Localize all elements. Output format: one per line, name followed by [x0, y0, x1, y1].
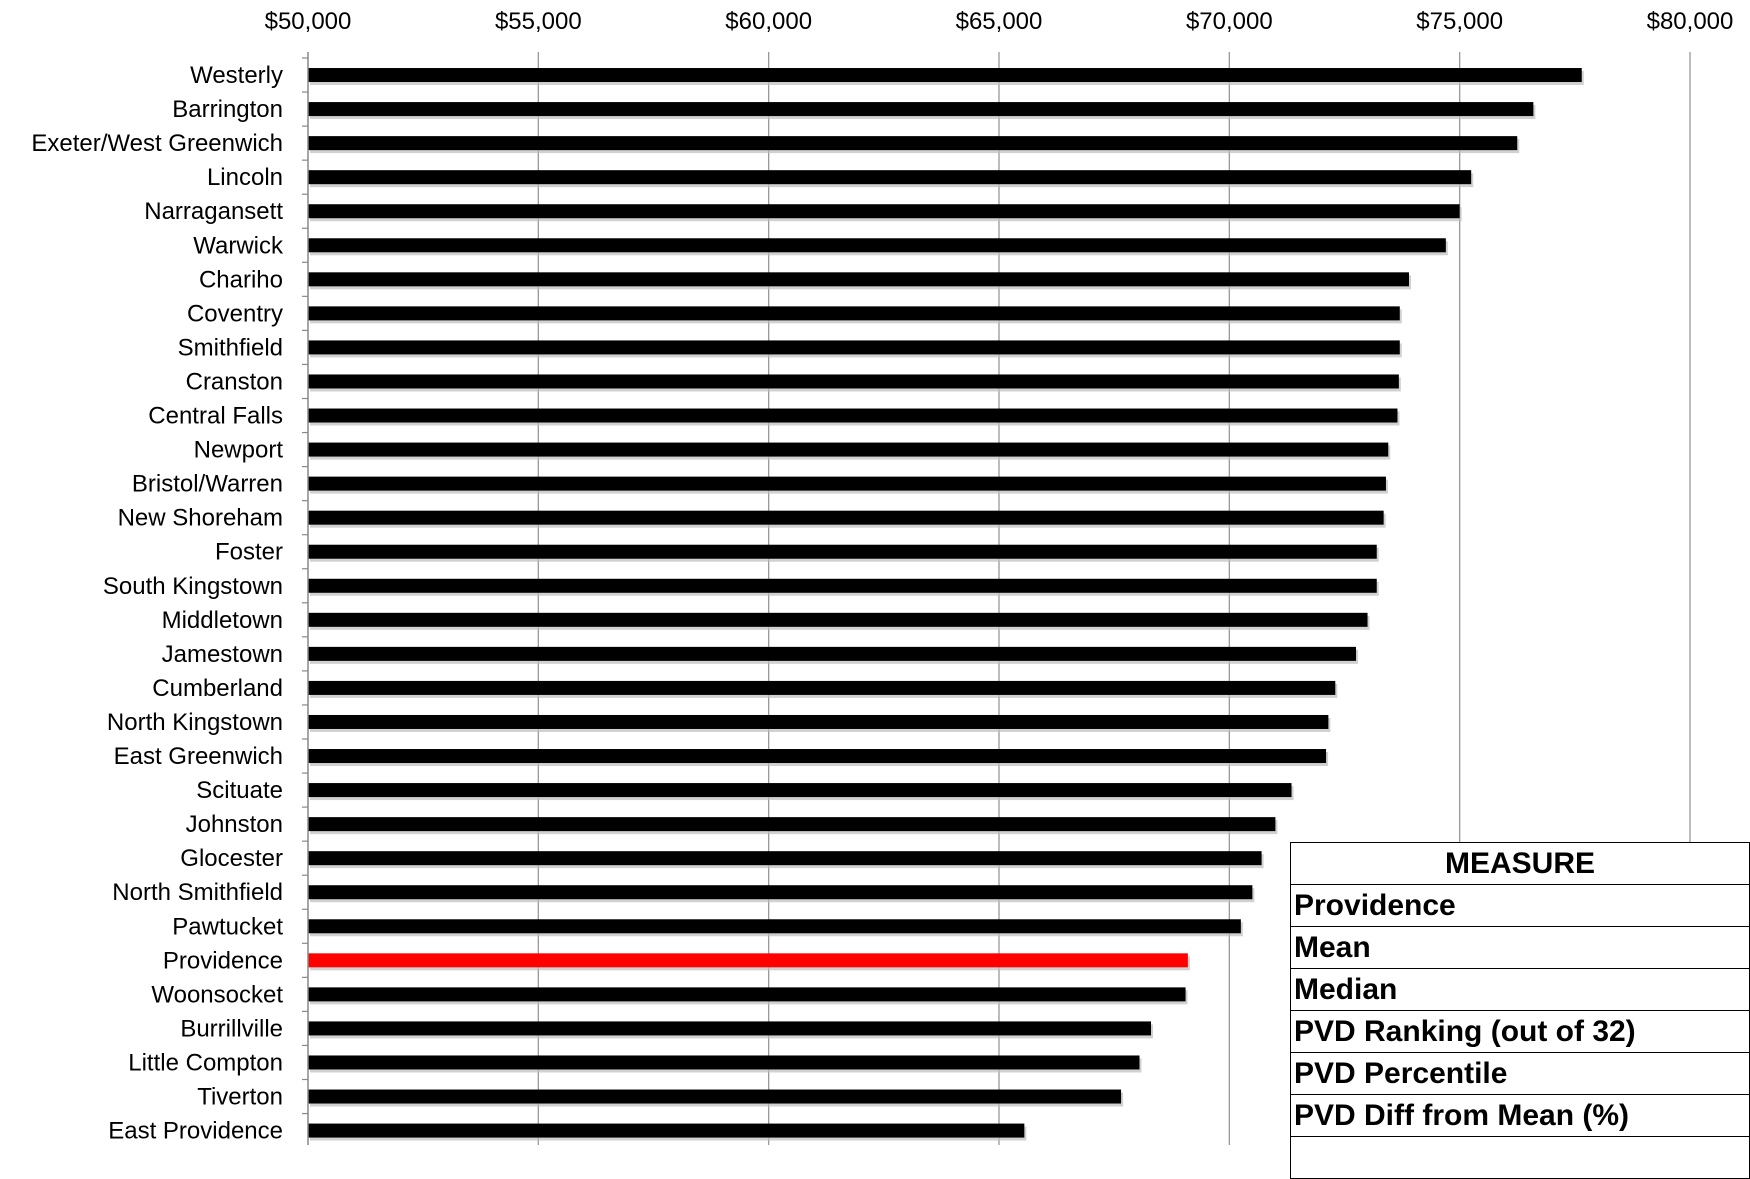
- y-category-label: East Providence: [108, 1118, 283, 1145]
- measure-row-label: Mean: [1290, 926, 1750, 969]
- x-tick-label: $70,000: [1186, 8, 1273, 35]
- x-tick-label: $80,000: [1647, 8, 1734, 35]
- y-category-label: Burrillville: [180, 1015, 283, 1042]
- bar: [308, 102, 1534, 117]
- y-category-label: Smithfield: [178, 334, 283, 361]
- bar: [308, 1021, 1152, 1036]
- bar: [308, 749, 1327, 764]
- y-category-label: Providence: [163, 947, 283, 974]
- bar: [308, 476, 1386, 491]
- bar: [308, 783, 1292, 798]
- bar: [308, 510, 1384, 525]
- measure-table-row: [1290, 1136, 1750, 1179]
- y-category-label: Little Compton: [128, 1049, 283, 1076]
- y-category-label: North Smithfield: [112, 879, 283, 906]
- y-category-label: Narragansett: [144, 198, 283, 225]
- y-category-label: Bristol/Warren: [132, 471, 283, 498]
- measure-row-label: Median: [1290, 968, 1750, 1011]
- bar: [308, 408, 1398, 423]
- measure-row-label: PVD Diff from Mean (%): [1290, 1094, 1750, 1137]
- x-tick-label: $60,000: [725, 8, 812, 35]
- bar: [308, 1089, 1122, 1104]
- y-category-label: East Greenwich: [114, 743, 283, 770]
- bar: [308, 204, 1460, 219]
- y-category-label: Johnston: [186, 811, 283, 838]
- measure-table-row: PVD Diff from Mean (%): [1290, 1094, 1750, 1137]
- y-category-label: Westerly: [190, 62, 283, 89]
- bar: [308, 714, 1329, 729]
- measure-table-row: Mean: [1290, 926, 1750, 969]
- x-tick-label: $50,000: [265, 8, 352, 35]
- y-category-label: Chariho: [199, 266, 283, 293]
- measure-table: MEASURE Providence Mean Median PVD Ranki…: [1290, 842, 1750, 1179]
- bar: [308, 442, 1389, 457]
- bar: [308, 374, 1399, 389]
- bar: [308, 544, 1377, 559]
- measure-table-header: MEASURE: [1290, 842, 1750, 885]
- y-category-label: Foster: [215, 539, 283, 566]
- bar: [308, 851, 1262, 866]
- bar-highlighted: [308, 953, 1188, 968]
- y-category-label: Glocester: [180, 845, 283, 872]
- y-category-label: Lincoln: [207, 164, 283, 191]
- measure-table-row: PVD Ranking (out of 32): [1290, 1010, 1750, 1053]
- y-category-label: New Shoreham: [118, 505, 283, 532]
- measure-row-label: PVD Percentile: [1290, 1052, 1750, 1095]
- y-category-label: Middletown: [162, 607, 283, 634]
- y-category-label: Jamestown: [162, 641, 283, 668]
- y-category-label: South Kingstown: [103, 573, 283, 600]
- measure-table-row: Median: [1290, 968, 1750, 1011]
- x-tick-label: $75,000: [1416, 8, 1503, 35]
- y-category-label: Tiverton: [197, 1084, 283, 1111]
- y-category-label: Cranston: [186, 368, 283, 395]
- bar: [308, 646, 1357, 661]
- x-axis-tick-labels: $50,000 $55,000 $60,000 $65,000 $70,000 $75,0…: [265, 8, 1734, 35]
- x-tick-label: $65,000: [956, 8, 1043, 35]
- bar: [308, 170, 1472, 185]
- measure-row-label: PVD Ranking (out of 32): [1290, 1010, 1750, 1053]
- measure-table-row: Providence: [1290, 884, 1750, 927]
- y-category-label: Pawtucket: [172, 913, 283, 940]
- gridlines: [302, 52, 1691, 1145]
- bar: [308, 919, 1241, 934]
- y-category-label: Scituate: [196, 777, 283, 804]
- bar: [308, 1055, 1140, 1070]
- y-category-label: Exeter/West Greenwich: [31, 130, 283, 157]
- bar: [308, 1123, 1025, 1138]
- x-tick-label: $55,000: [495, 8, 582, 35]
- bar: [308, 987, 1186, 1002]
- bar: [308, 136, 1518, 151]
- bar: [308, 578, 1377, 593]
- bar: [308, 612, 1368, 627]
- measure-row-label: [1290, 1136, 1750, 1179]
- y-category-label: Coventry: [187, 300, 283, 327]
- bar: [308, 238, 1446, 253]
- bar: [308, 306, 1400, 321]
- y-category-label: Cumberland: [152, 675, 283, 702]
- y-category-label: Warwick: [193, 232, 284, 259]
- bars: [308, 68, 1584, 1141]
- bar: [308, 817, 1276, 832]
- bar: [308, 272, 1409, 287]
- y-category-label: Woonsocket: [151, 981, 283, 1008]
- bar: [308, 680, 1336, 695]
- y-category-label: Barrington: [172, 96, 283, 123]
- bar: [308, 340, 1400, 355]
- y-category-label: Central Falls: [148, 403, 283, 430]
- measure-table-header-row: MEASURE: [1290, 842, 1750, 885]
- y-axis-category-labels: Westerly Barrington Exeter/West Greenwich L…: [31, 62, 284, 1145]
- y-category-label: North Kingstown: [107, 709, 283, 736]
- measure-row-label: Providence: [1290, 884, 1750, 927]
- bar: [308, 885, 1253, 900]
- measure-table-row: PVD Percentile: [1290, 1052, 1750, 1095]
- bar: [308, 68, 1582, 83]
- bar-chart: $50,000 $55,000 $60,000 $65,000 $70,000 $75,0…: [31, 8, 1734, 1145]
- y-category-label: Newport: [194, 437, 284, 464]
